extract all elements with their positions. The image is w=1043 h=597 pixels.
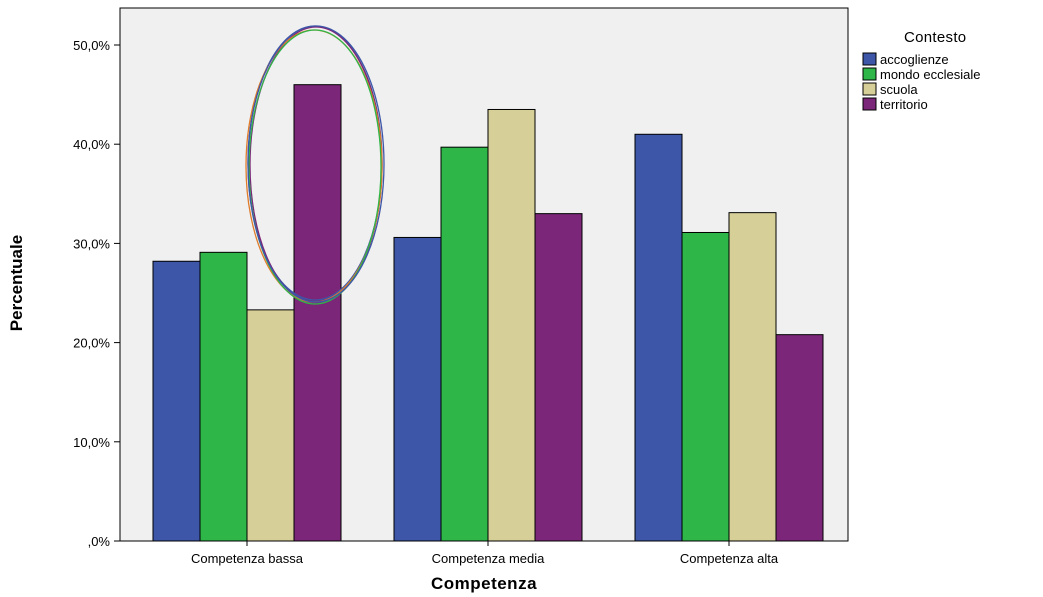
y-axis-title: Percentuale [7,235,26,331]
y-tick-label: 50,0% [73,38,110,53]
y-tick-label: 20,0% [73,336,110,351]
bar-mondo-ecclesiale-3 [681,231,730,542]
legend-title: Contesto [904,29,966,46]
x-category-label: Competenza bassa [191,551,304,566]
legend-swatch-accoglienze [862,52,877,66]
bar-territorio-3 [775,334,824,542]
bar-territorio-2 [534,213,583,542]
y-tick-label: ,0% [88,534,111,549]
x-category-label: Competenza alta [680,551,779,566]
x-axis-title: Competenza [431,574,537,593]
bar-territorio-1 [293,84,342,542]
highlight-ellipse [245,25,385,305]
legend-label-territorio: territorio [880,97,928,112]
highlight-ellipse-stroke [248,29,382,305]
bar-mondo-ecclesiale-1 [199,251,248,542]
bar-accoglienze-1 [152,260,201,542]
y-tick-label: 40,0% [73,137,110,152]
legend-label-accoglienze: accoglienze [880,52,949,67]
bar-scuola-1 [246,309,295,542]
highlight-ellipse-stroke [247,25,385,303]
legend-label-mondo-ecclesiale: mondo ecclesiale [880,67,980,82]
bar-accoglienze-3 [634,133,683,542]
x-category-label: Competenza media [432,551,545,566]
bar-accoglienze-2 [393,236,442,542]
bar-mondo-ecclesiale-2 [440,146,489,542]
legend-swatch-territorio [862,97,877,111]
bar-scuola-2 [487,108,536,542]
legend-label-scuola: scuola [880,82,918,97]
y-tick-label: 10,0% [73,435,110,450]
legend-swatch-scuola [862,82,877,96]
y-tick-label: 30,0% [73,236,110,251]
legend-swatch-mondo-ecclesiale [862,67,877,81]
bar-scuola-3 [728,212,777,542]
